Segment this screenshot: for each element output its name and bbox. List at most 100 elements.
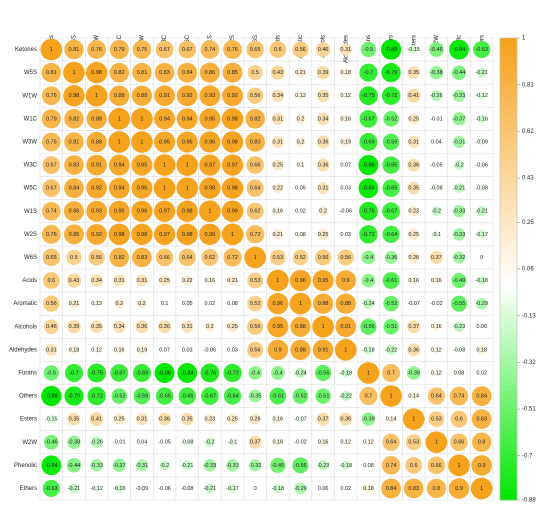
correlation-circle — [267, 293, 289, 315]
correlation-circle — [452, 251, 466, 264]
correlation-circle — [245, 225, 265, 244]
correlation-label: 1 — [72, 70, 75, 76]
correlation-label: 0.92 — [227, 93, 238, 99]
correlation-circle — [292, 388, 309, 404]
correlation-circle — [384, 250, 398, 264]
correlation-circle — [86, 154, 107, 176]
correlation-circle — [451, 272, 467, 289]
correlation-label: -0.52 — [113, 394, 126, 400]
correlation-label: -0.84 — [45, 463, 58, 469]
correlation-circle — [295, 114, 306, 124]
correlation-circle — [450, 410, 468, 428]
correlation-label: 0.94 — [159, 116, 170, 122]
correlation-circle — [342, 438, 350, 446]
correlation-label: 0.26 — [408, 255, 419, 261]
correlation-circle — [316, 135, 330, 149]
correlation-circle — [154, 62, 175, 83]
correlation-label: 0.92 — [182, 93, 193, 99]
correlation-label: -0.32 — [453, 255, 466, 261]
row-label: W3C — [24, 163, 38, 169]
colorbar-segment — [500, 118, 517, 126]
correlation-label: -0.88 — [385, 47, 398, 53]
correlation-label: -0.06 — [475, 163, 488, 169]
correlation-circle — [433, 185, 440, 192]
correlation-label: -0.26 — [90, 440, 103, 446]
correlation-label: 1 — [322, 324, 325, 330]
correlation-circle — [359, 132, 378, 151]
colorbar-segment — [500, 401, 517, 409]
correlation-circle — [318, 206, 328, 217]
correlation-label: 0.08 — [454, 370, 465, 376]
correlation-label: 0.46 — [46, 324, 57, 330]
correlation-label: -0.64 — [226, 394, 239, 400]
colorbar-tick-label: -0.32 — [522, 360, 536, 366]
correlation-circle — [477, 92, 486, 100]
correlation-label: -0.08 — [475, 186, 488, 192]
correlation-circle — [109, 62, 130, 83]
correlation-circle — [425, 431, 448, 454]
correlation-circle — [159, 460, 170, 471]
correlation-circle — [312, 293, 334, 314]
colorbar-segment — [500, 182, 517, 189]
correlation-label: 0.88 — [137, 93, 148, 99]
correlation-label: 0.88 — [340, 301, 351, 307]
correlation-label: 0.66 — [431, 463, 442, 469]
correlation-circle — [87, 363, 106, 383]
correlation-circle — [271, 89, 285, 103]
correlation-circle — [153, 200, 176, 222]
correlation-label: -0.64 — [385, 232, 398, 238]
correlation-label: -0.63 — [475, 47, 488, 53]
row-label: W1S — [24, 209, 37, 215]
correlation-circle — [477, 345, 487, 355]
correlation-label: 0.16 — [340, 116, 351, 122]
correlation-circle — [360, 318, 377, 335]
correlation-label: -0.67 — [385, 209, 398, 215]
correlation-label: -0.12 — [90, 486, 103, 492]
correlation-circle — [312, 269, 334, 292]
correlation-label: 0.31 — [318, 186, 329, 192]
correlation-circle — [139, 440, 145, 445]
correlation-circle — [269, 41, 287, 58]
correlation-label: 0.83 — [250, 139, 261, 145]
correlation-label: -0.44 — [453, 70, 466, 76]
correlation-circle — [176, 85, 198, 107]
correlation-label: 0.12 — [340, 93, 351, 99]
correlation-circle — [410, 300, 417, 307]
correlation-label: 1 — [254, 255, 257, 261]
correlation-label: -0.67 — [113, 370, 126, 376]
correlation-label: 0.95 — [272, 324, 283, 330]
correlation-label: 0.2 — [138, 301, 146, 307]
correlation-circle — [109, 247, 130, 268]
correlation-circle — [131, 108, 153, 130]
correlation-label: 0.84 — [69, 186, 80, 192]
correlation-label: 0.93 — [91, 209, 102, 215]
correlation-circle — [408, 113, 420, 125]
correlation-label: 0.31 — [137, 278, 148, 284]
correlation-circle — [155, 248, 174, 267]
correlation-label: 0.6 — [47, 278, 55, 284]
correlation-circle — [452, 135, 466, 148]
correlation-circle — [269, 387, 287, 405]
correlation-label: 0.56 — [318, 255, 329, 261]
correlation-circle — [203, 459, 217, 472]
correlation-circle — [359, 386, 378, 406]
correlation-label: -0.21 — [475, 209, 488, 215]
correlation-circle — [357, 362, 380, 384]
colorbar-segment — [500, 199, 517, 206]
correlation-label: 0.2 — [297, 116, 305, 122]
correlation-label: 0.83 — [137, 255, 148, 261]
correlation-label: -0.18 — [340, 463, 353, 469]
correlation-circle — [434, 302, 438, 306]
correlation-circle — [479, 162, 485, 168]
correlation-label: 0.98 — [227, 186, 238, 192]
correlation-circle — [64, 132, 84, 152]
correlation-circle — [408, 228, 420, 240]
correlation-circle — [204, 413, 216, 425]
correlation-circle — [477, 229, 487, 239]
correlation-circle — [247, 295, 263, 312]
correlation-circle — [162, 439, 167, 445]
correlation-label: 0.39 — [69, 324, 80, 330]
correlation-label: 0.72 — [227, 255, 238, 261]
correlation-label: 0.67 — [46, 186, 57, 192]
correlation-circle — [64, 155, 84, 175]
